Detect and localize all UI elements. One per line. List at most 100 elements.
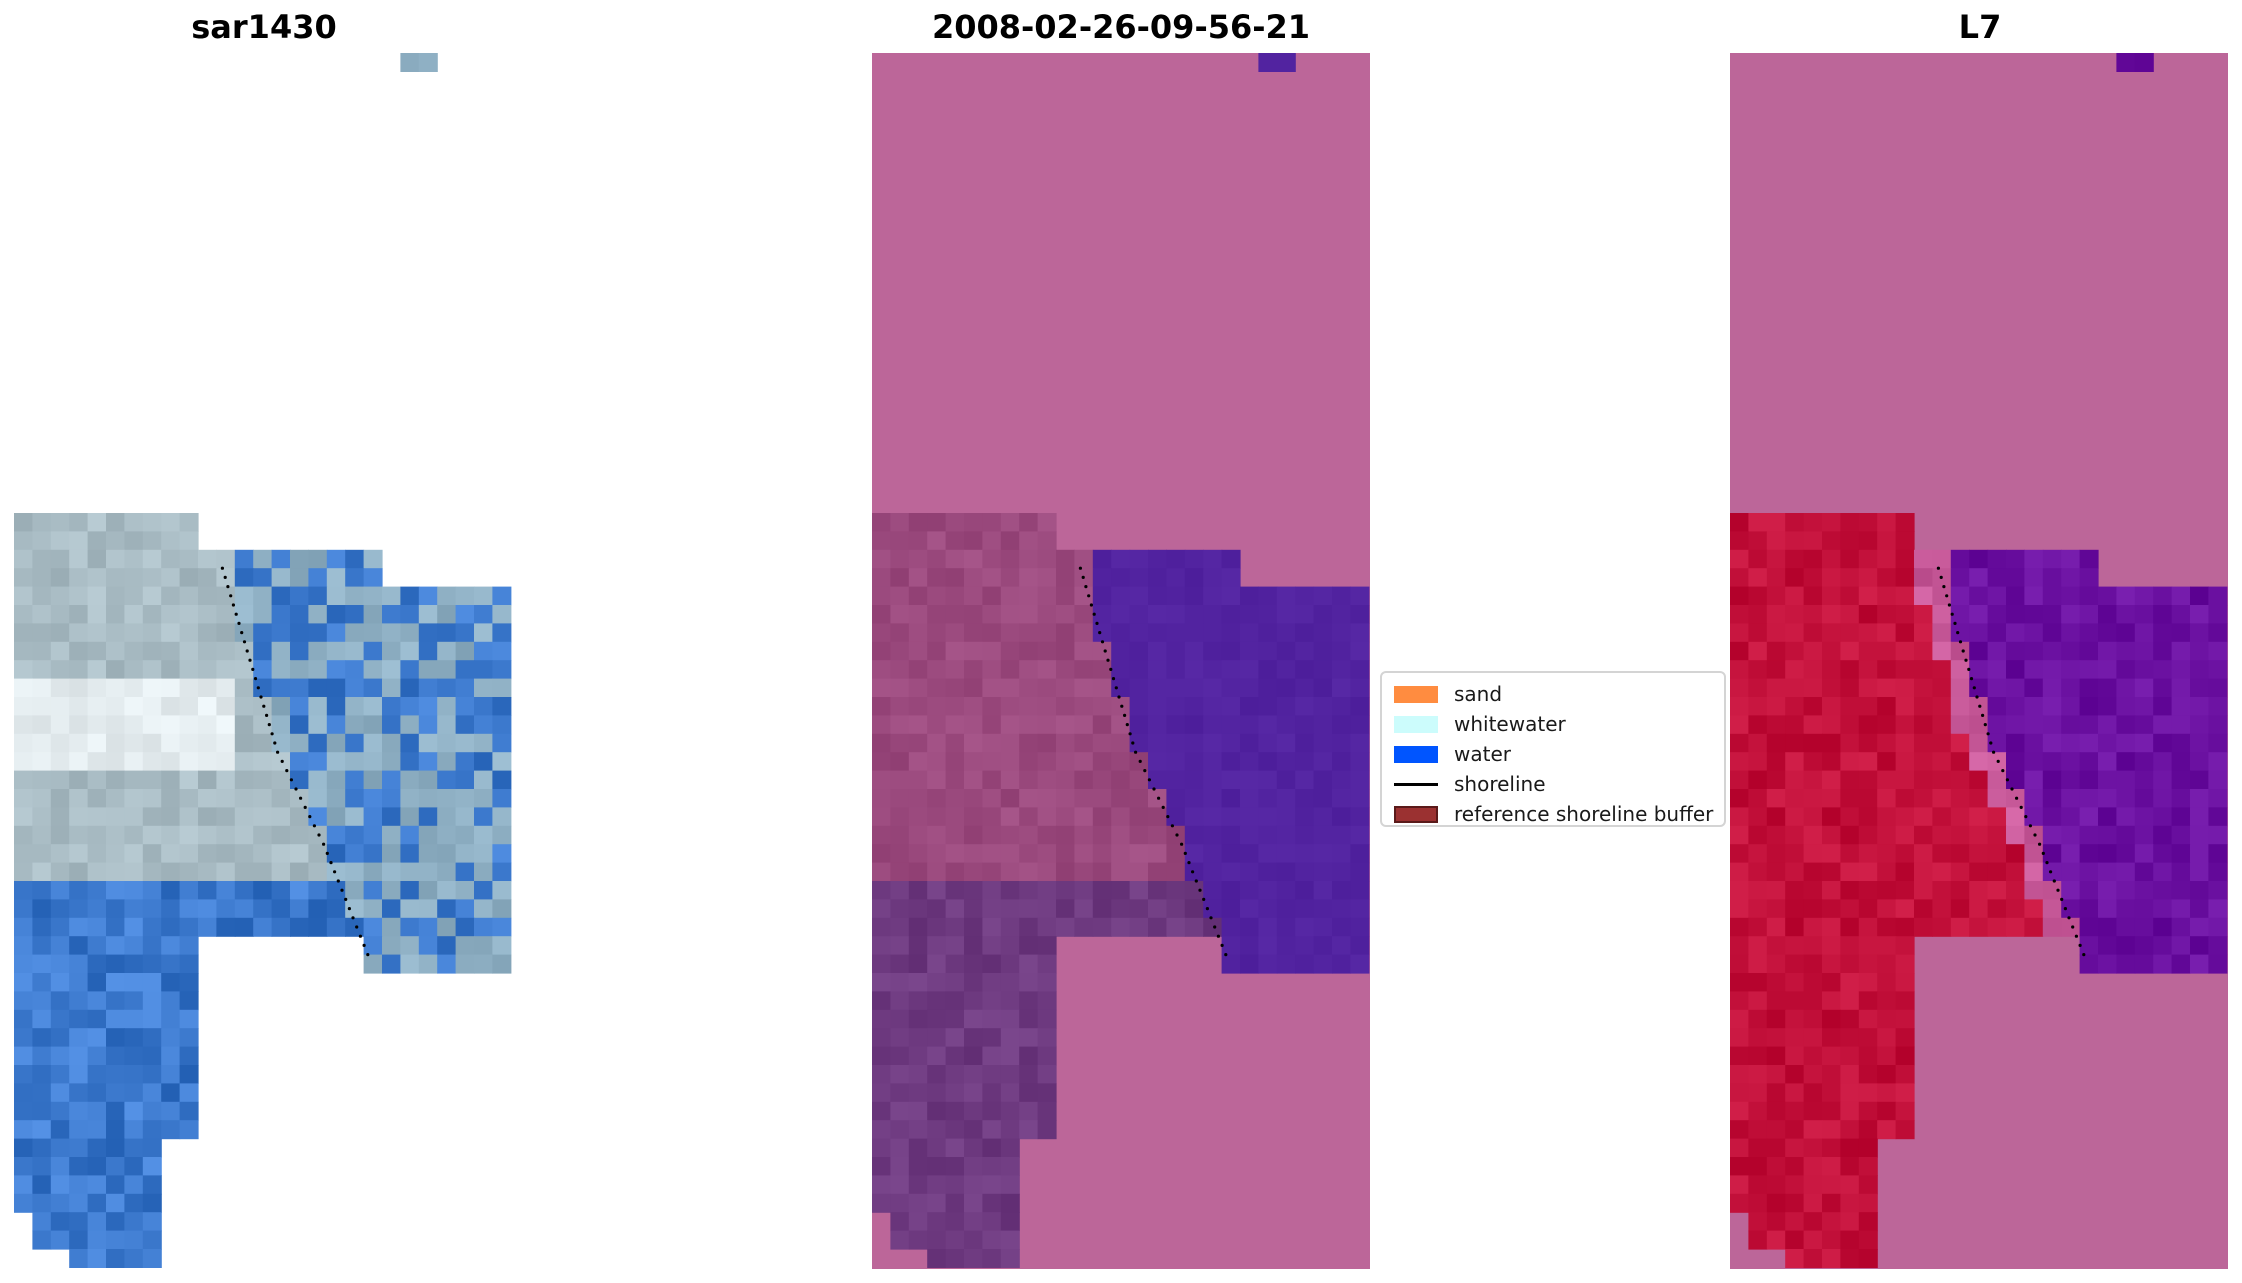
legend-swatch-whitewater xyxy=(1394,715,1438,733)
index-pixel xyxy=(1803,513,1823,532)
index-pixel xyxy=(1803,917,1823,937)
classified-pixel xyxy=(1074,862,1094,882)
index-pixel xyxy=(1987,715,2007,735)
classified-pixel xyxy=(1258,752,1278,772)
index-pixel xyxy=(2079,881,2099,900)
image-pixel xyxy=(69,1065,89,1084)
classified-pixel xyxy=(872,899,891,919)
classified-pixel xyxy=(1037,825,1057,845)
index-pixel xyxy=(2190,862,2209,882)
index-pixel xyxy=(2079,605,2099,624)
shoreline-point xyxy=(2024,815,2028,819)
index-pixel xyxy=(2098,862,2117,882)
index-pixel xyxy=(1766,1083,1786,1103)
index-pixel xyxy=(2098,697,2117,716)
index-pixel xyxy=(1730,733,1749,753)
index-pixel xyxy=(2042,697,2062,716)
image-pixel xyxy=(50,568,70,588)
image-pixel xyxy=(50,752,70,772)
classified-pixel xyxy=(982,1138,1002,1158)
index-pixel xyxy=(1895,881,1915,900)
classified-pixel xyxy=(1074,605,1094,624)
classified-pixel xyxy=(890,623,910,643)
index-pixel xyxy=(1914,605,1933,624)
classified-pixel xyxy=(1111,733,1131,753)
index-pixel xyxy=(2061,549,2081,569)
index-pixel xyxy=(1785,1138,1805,1158)
index-pixel xyxy=(1803,660,1823,680)
index-pixel xyxy=(1950,586,1970,606)
image-pixel xyxy=(14,1065,33,1084)
shoreline-point xyxy=(1224,953,1228,957)
classified-pixel xyxy=(1019,991,1039,1011)
image-pixel xyxy=(271,586,291,606)
image-pixel xyxy=(474,862,493,882)
classified-pixel xyxy=(964,513,983,532)
image-pixel xyxy=(363,954,383,974)
image-pixel xyxy=(32,513,52,532)
index-pixel xyxy=(1748,1157,1768,1176)
image-pixel xyxy=(142,641,162,661)
classified-pixel xyxy=(927,1065,947,1084)
image-pixel xyxy=(345,678,365,698)
image-pixel xyxy=(418,770,438,790)
shoreline-point xyxy=(234,612,238,616)
index-pixel xyxy=(2006,715,2025,735)
image-pixel xyxy=(69,973,89,992)
classified-pixel xyxy=(964,1009,983,1029)
shoreline-point xyxy=(1992,750,1996,754)
shoreline-point xyxy=(1078,566,1082,570)
index-pixel xyxy=(1987,917,2007,937)
index-pixel xyxy=(1840,1138,1860,1158)
shoreline-point xyxy=(1205,907,1209,911)
image-pixels xyxy=(14,53,512,1268)
classified-pixel xyxy=(1129,715,1149,735)
shoreline-point xyxy=(1111,677,1116,681)
index-pixel xyxy=(2134,697,2154,716)
classified-pixel xyxy=(1074,899,1094,919)
image-pixel xyxy=(253,770,273,790)
classified-pixel xyxy=(890,1120,910,1140)
classified-pixel xyxy=(1074,733,1094,753)
classified-pixel xyxy=(1019,678,1039,698)
image-pixel xyxy=(179,1046,199,1066)
classified-pixel xyxy=(1258,770,1278,790)
classified-pixel xyxy=(964,844,983,864)
classified-pixel xyxy=(964,807,983,827)
index-pixel xyxy=(1748,899,1768,919)
index-pixel xyxy=(1858,752,1878,772)
classified-pixel xyxy=(1350,697,1370,716)
classified-pixel xyxy=(1074,881,1094,900)
image-pixel xyxy=(87,954,107,974)
image-pixel xyxy=(142,531,162,551)
image-pixel xyxy=(32,1065,52,1084)
classified-pixel xyxy=(1000,1009,1020,1029)
image-pixel xyxy=(234,789,254,808)
image-pixel xyxy=(382,825,401,845)
index-pixel xyxy=(1803,1065,1823,1084)
index-pixel xyxy=(1895,752,1915,772)
classified-pixel xyxy=(1019,1101,1039,1121)
classified-pixel xyxy=(1295,789,1315,808)
index-pixel xyxy=(1822,1028,1841,1048)
index-pixel xyxy=(1858,1046,1878,1066)
index-pixel xyxy=(2153,917,2173,937)
image-pixel xyxy=(87,586,107,606)
index-pixel xyxy=(1803,825,1823,845)
index-pixel xyxy=(2061,605,2081,624)
image-pixel xyxy=(87,770,107,790)
classified-pixel xyxy=(1037,844,1057,864)
classified-pixel xyxy=(1221,549,1241,569)
classified-pixel xyxy=(1295,752,1315,772)
index-pixel xyxy=(2024,641,2044,661)
index-pixel xyxy=(2024,862,2044,882)
shoreline-point xyxy=(242,640,247,644)
image-pixel xyxy=(106,1212,125,1232)
classified-pixel xyxy=(1019,513,1039,532)
index-pixel xyxy=(1748,697,1768,716)
shoreline-point xyxy=(1989,741,1993,745)
index-pixel xyxy=(1840,531,1860,551)
classified-pixel xyxy=(982,513,1002,532)
image-pixel xyxy=(69,549,89,569)
image-pixel xyxy=(382,752,401,772)
